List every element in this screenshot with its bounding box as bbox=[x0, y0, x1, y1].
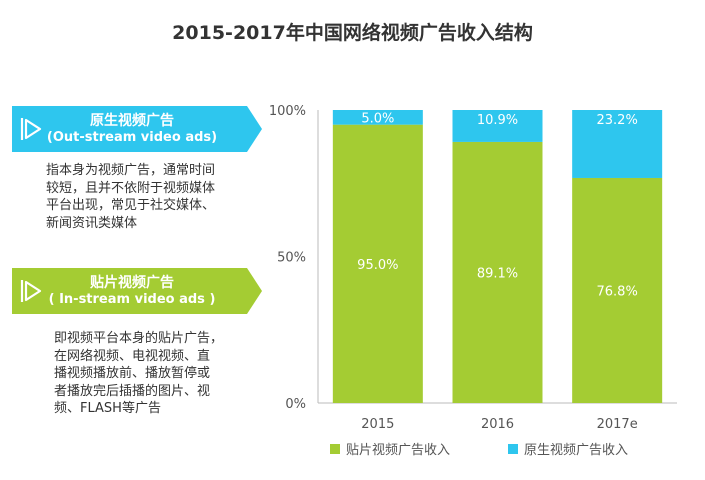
instream-description: 即视频平台本身的贴片广告， 在网络视频、电视视频、直 播视频播放前、播放暂停或 … bbox=[54, 330, 269, 418]
legend-swatch bbox=[330, 444, 340, 454]
bar-segment bbox=[572, 177, 663, 403]
instream-title: 贴片视频广告 bbox=[90, 275, 174, 291]
desc-line: 新闻资讯类媒体 bbox=[46, 215, 138, 231]
legend-label: 贴片视频广告收入 bbox=[346, 443, 450, 458]
desc-line: 在网络视频、电视视频、直 bbox=[54, 348, 211, 364]
desc-line: 播视频播放前、播放暂停或 bbox=[54, 366, 211, 381]
bar-segment bbox=[452, 110, 543, 142]
legend-label: 原生视频广告收入 bbox=[524, 443, 628, 458]
outstream-description: 指本身为视频广告，通常时间 较短，且并不依附于视频媒体 平台出现，常见于社交媒体… bbox=[46, 162, 256, 232]
desc-line: 较短，且并不依附于视频媒体 bbox=[46, 180, 216, 196]
instream-banner: 贴片视频广告 ( In-stream video ads ) bbox=[12, 268, 262, 314]
data-label: 89.1% bbox=[477, 266, 518, 281]
y-tick-label: 0% bbox=[285, 397, 306, 412]
x-tick-label: 2017e bbox=[597, 417, 638, 432]
y-tick-label: 50% bbox=[277, 251, 306, 266]
x-tick-label: 2016 bbox=[481, 417, 514, 432]
outstream-subtitle: (Out-stream video ads) bbox=[46, 130, 218, 145]
legend-swatch bbox=[508, 444, 518, 454]
bar-segment bbox=[572, 110, 663, 178]
data-label: 95.0% bbox=[357, 258, 398, 273]
desc-line: 频、FLASH等广告 bbox=[54, 401, 161, 416]
desc-line: 平台出现，常见于社交媒体、 bbox=[46, 198, 216, 213]
desc-line: 即视频平台本身的贴片广告， bbox=[54, 331, 224, 346]
y-tick-label: 100% bbox=[269, 104, 306, 119]
desc-line: 者播放完后插播的图片、视 bbox=[54, 383, 211, 399]
data-label: 76.8% bbox=[597, 284, 638, 299]
play-icon bbox=[20, 280, 42, 302]
instream-subtitle: ( In-stream video ads ) bbox=[48, 292, 216, 307]
outstream-title: 原生视频广告 bbox=[90, 113, 174, 129]
x-tick-label: 2015 bbox=[361, 417, 394, 432]
desc-line: 指本身为视频广告，通常时间 bbox=[46, 163, 216, 178]
data-label: 10.9% bbox=[477, 113, 518, 128]
outstream-banner: 原生视频广告 (Out-stream video ads) bbox=[12, 106, 262, 152]
data-label: 23.2% bbox=[597, 113, 638, 128]
bar-segment bbox=[452, 141, 543, 403]
bar-segment bbox=[332, 110, 423, 125]
play-icon bbox=[20, 118, 42, 140]
bar-segment bbox=[332, 124, 423, 404]
data-label: 5.0% bbox=[361, 111, 394, 126]
chart-title: 2015-2017年中国网络视频广告收入结构 bbox=[172, 22, 533, 44]
